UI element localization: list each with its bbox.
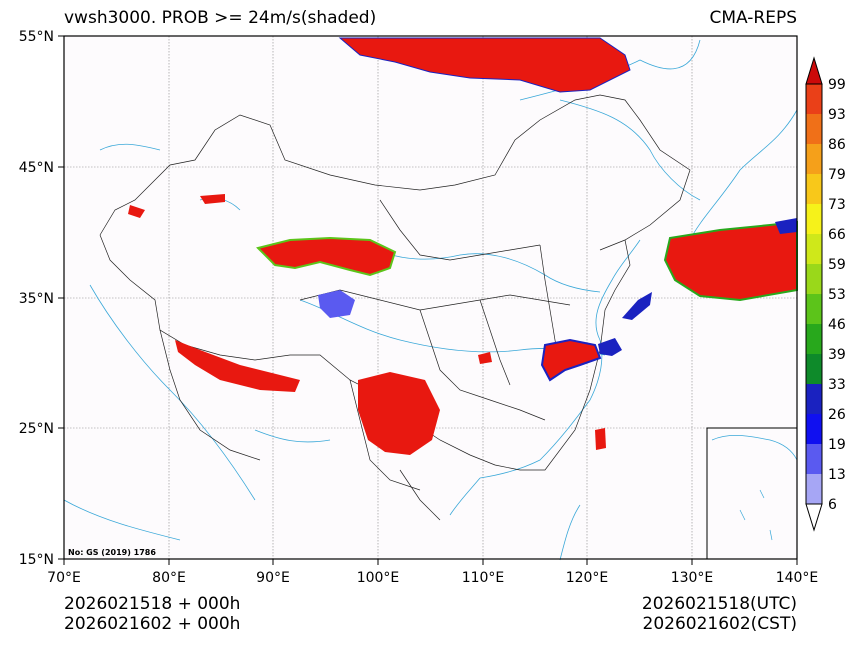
colorbar-label: 99 (828, 77, 846, 93)
lat-label: 15°N (19, 552, 54, 568)
lon-label: 130°E (671, 570, 714, 586)
map-title: vwsh3000. PROB >= 24m/s(shaded) (64, 8, 377, 28)
valid-cst: 2026021602(CST) (642, 614, 797, 634)
axis-ticks (58, 35, 798, 565)
lon-label: 140°E (776, 570, 819, 586)
valid-time-block: 2026021518(UTC) 2026021602(CST) (642, 594, 797, 634)
approval-note: No: GS (2019) 1786 (68, 548, 156, 557)
colorbar-label: 6 (828, 497, 837, 513)
colorbar-segment (806, 444, 822, 474)
lon-label: 90°E (256, 570, 290, 586)
colorbar-label: 59 (828, 257, 846, 273)
lon-label: 120°E (566, 570, 609, 586)
colorbar-segment (806, 414, 822, 444)
colorbar-segment (806, 114, 822, 144)
colorbar-segment (806, 354, 822, 384)
colorbar-label: 53 (828, 287, 846, 303)
colorbar-extend-max (805, 56, 823, 85)
colorbar-label: 26 (828, 407, 846, 423)
colorbar-label: 46 (828, 317, 846, 333)
colorbar-segment (806, 384, 822, 414)
init-time-block: 2026021518 + 000h 2026021602 + 000h (64, 594, 240, 634)
colorbar-segment (806, 144, 822, 174)
colorbar-segment (806, 324, 822, 354)
lat-label: 35°N (19, 291, 54, 307)
colorbar-label: 13 (828, 467, 846, 483)
lon-label: 70°E (47, 570, 81, 586)
colorbar-segment (806, 234, 822, 264)
lat-label: 45°N (19, 160, 54, 176)
map-background (64, 36, 797, 559)
model-name: CMA-REPS (709, 8, 797, 28)
colorbar-label: 33 (828, 377, 846, 393)
lon-label: 100°E (357, 570, 400, 586)
colorbar-extend-min (805, 503, 823, 532)
lat-label: 55°N (19, 29, 54, 45)
colorbar-segment (806, 204, 822, 234)
south-china-sea-inset (706, 427, 798, 560)
colorbar-segment (806, 174, 822, 204)
colorbar-outline (805, 83, 823, 505)
init-utc: 2026021518 + 000h (64, 594, 241, 614)
colorbar-label: 39 (828, 347, 846, 363)
colorbar-segment (806, 474, 822, 504)
colorbar-label: 86 (828, 137, 846, 153)
colorbar-segment (806, 84, 822, 114)
colorbar-label: 73 (828, 197, 846, 213)
init-cst: 2026021602 + 000h (64, 614, 241, 634)
colorbar-label: 19 (828, 437, 846, 453)
valid-utc: 2026021518(UTC) (641, 594, 797, 614)
lon-label: 110°E (462, 570, 505, 586)
lon-label: 80°E (152, 570, 186, 586)
colorbar-label: 66 (828, 227, 846, 243)
colorbar-segment (806, 264, 822, 294)
colorbar-label: 79 (828, 167, 846, 183)
inset-coastline (711, 435, 798, 541)
probability-shading (128, 37, 798, 455)
colorbar: 6 13 19 26 33 39 46 53 59 66 73 79 86 93 99 (805, 56, 846, 532)
lat-label: 25°N (19, 421, 54, 437)
colorbar-label: 93 (828, 107, 846, 123)
colorbar-segment (806, 294, 822, 324)
